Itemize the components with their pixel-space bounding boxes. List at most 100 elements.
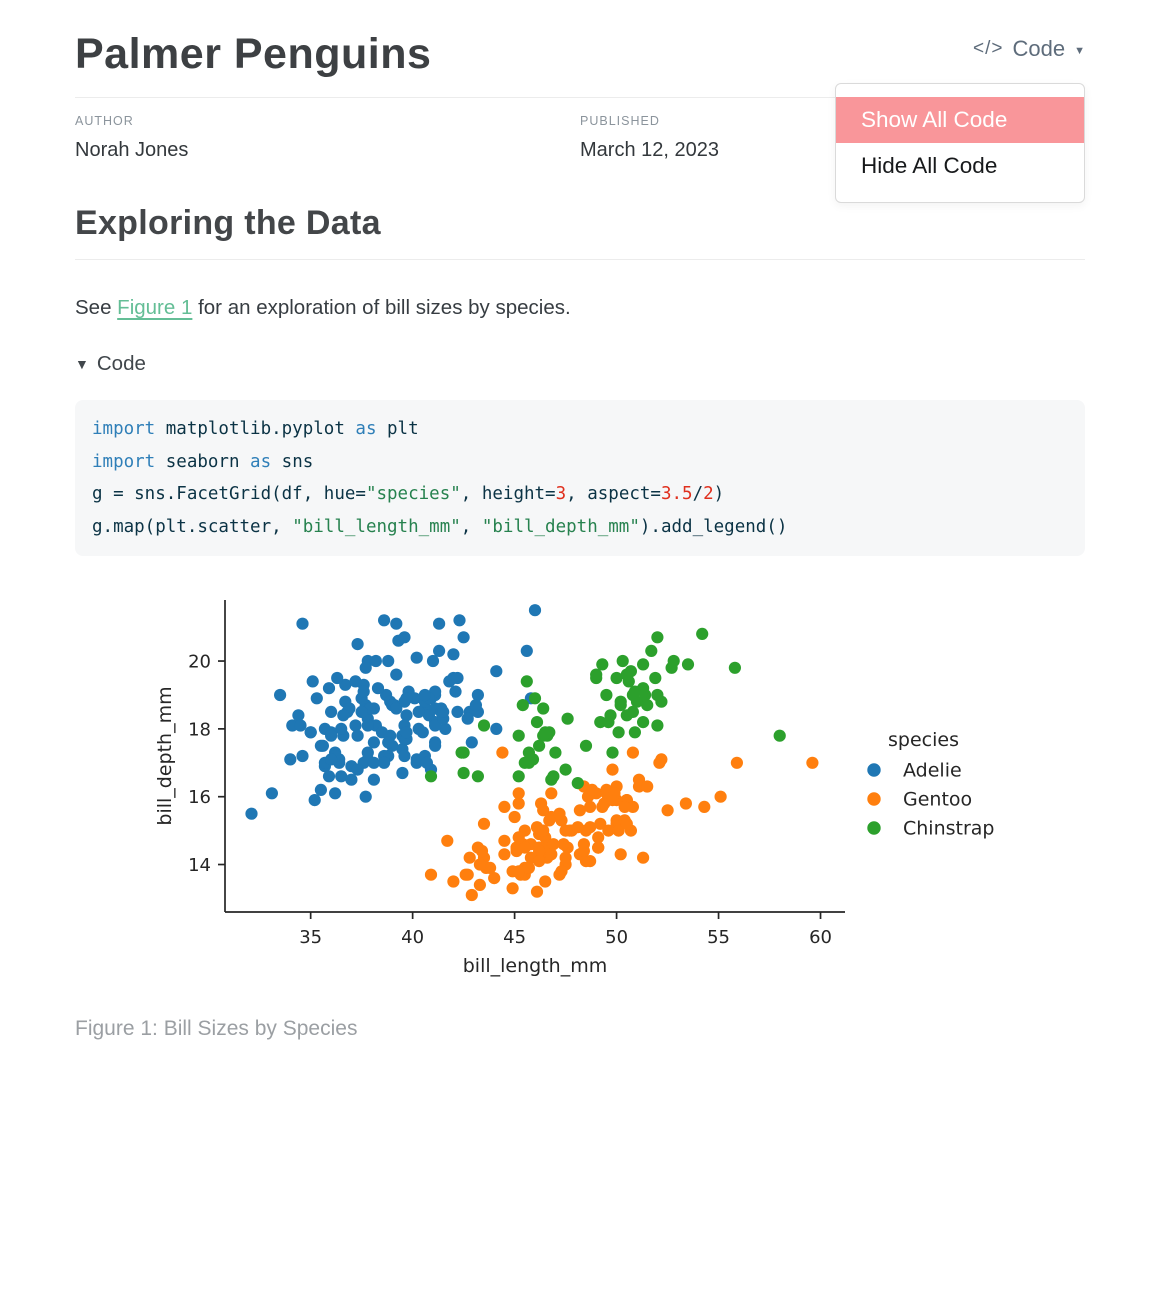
data-point-gentoo [806, 757, 819, 770]
data-point-gentoo [533, 845, 546, 858]
data-point-chinstrap [590, 668, 603, 682]
legend-label-gentoo: Gentoo [903, 789, 972, 811]
legend-marker-adelie [867, 763, 881, 778]
data-point-chinstrap [520, 675, 533, 688]
code-token: 3.5 [660, 484, 693, 505]
data-point-gentoo [637, 851, 650, 865]
data-point-adelie [359, 662, 372, 675]
legend-label-adelie: Adelie [903, 760, 962, 782]
code-tools: </> Code ▼ Show All Code Hide All Code [835, 36, 1085, 203]
data-point-gentoo [512, 797, 525, 810]
author-label: AUTHOR [75, 114, 134, 128]
data-point-gentoo [537, 824, 550, 838]
data-point-chinstrap [561, 712, 574, 726]
data-point-gentoo [530, 885, 544, 899]
data-point-adelie [329, 787, 342, 800]
author-block: AUTHOR Norah Jones [75, 114, 580, 162]
code-token: plt [376, 419, 419, 439]
data-point-gentoo [573, 804, 586, 817]
data-point-gentoo [547, 838, 560, 851]
data-point-chinstrap [471, 770, 484, 783]
data-point-adelie [367, 773, 380, 787]
data-point-gentoo [584, 801, 597, 814]
x-tick-label: 35 [299, 927, 322, 948]
figure-1: 35 40 45 50 55 60 14 16 18 20 bill_length_mm bill_d… [75, 594, 1085, 1041]
data-point-gentoo [698, 801, 711, 814]
figure-link[interactable]: Figure 1 [117, 296, 193, 319]
data-point-adelie [390, 617, 403, 631]
data-point-gentoo [539, 875, 552, 888]
data-point-chinstrap [773, 729, 786, 743]
code-token: "bill_length_mm" [292, 516, 461, 537]
code-tools-button-label: Code [1012, 36, 1066, 61]
data-point-adelie [357, 685, 370, 699]
data-point-chinstrap [579, 740, 593, 753]
data-point-adelie [465, 736, 478, 749]
data-point-adelie [420, 757, 433, 770]
data-point-chinstrap [667, 655, 680, 668]
data-point-adelie [461, 712, 474, 726]
data-point-adelie [439, 723, 452, 736]
data-point-adelie [412, 706, 425, 719]
data-point-adelie [274, 689, 287, 702]
data-point-gentoo [586, 784, 599, 797]
data-point-gentoo [553, 807, 566, 821]
data-point-chinstrap [639, 689, 652, 702]
intro-paragraph: See Figure 1 for an exploration of bill … [75, 296, 1085, 320]
data-point-adelie [369, 655, 382, 668]
code-token: g = sns.FacetGrid(df, hue= [92, 484, 366, 505]
section-heading: Exploring the Data [75, 204, 1085, 260]
data-point-chinstrap [626, 689, 639, 702]
data-point-adelie [453, 614, 466, 627]
data-point-gentoo [592, 831, 605, 844]
data-point-chinstrap [626, 706, 639, 719]
data-point-gentoo [461, 868, 474, 882]
data-point-adelie [325, 706, 338, 719]
data-point-gentoo [641, 780, 654, 793]
code-content: import matplotlib.pyplot as plt import s… [92, 419, 787, 537]
data-point-chinstrap [528, 692, 542, 705]
data-point-adelie [418, 689, 431, 702]
data-point-chinstrap [637, 716, 650, 729]
code-token: import [92, 451, 156, 472]
data-point-adelie [490, 665, 503, 678]
data-point-chinstrap [637, 658, 650, 671]
data-point-gentoo [498, 835, 511, 848]
data-point-gentoo [498, 848, 511, 861]
code-fold-toggle[interactable]: ▼ Code [75, 352, 1085, 376]
data-point-adelie [520, 645, 533, 658]
code-tools-button[interactable]: </> Code ▼ [973, 36, 1085, 62]
data-point-chinstrap [512, 729, 525, 743]
data-point-adelie [437, 706, 450, 719]
menu-item-show-all-code[interactable]: Show All Code [836, 97, 1084, 143]
data-point-adelie [400, 692, 413, 705]
data-point-adelie [361, 746, 374, 760]
data-point-chinstrap [655, 695, 668, 709]
data-point-adelie [310, 692, 323, 705]
published-date: March 12, 2023 [580, 139, 719, 161]
data-point-gentoo [424, 868, 438, 882]
data-point-gentoo [618, 801, 631, 814]
data-point-gentoo [463, 851, 476, 865]
data-point-chinstrap [559, 763, 572, 777]
data-point-gentoo [577, 845, 590, 858]
y-tick-label: 20 [188, 652, 211, 673]
data-point-adelie [351, 763, 364, 777]
data-point-gentoo [545, 787, 558, 800]
data-point-adelie [322, 682, 336, 695]
data-point-adelie [304, 726, 317, 739]
data-point-gentoo [626, 746, 639, 760]
code-block: import matplotlib.pyplot as plt import s… [75, 400, 1085, 557]
data-point-chinstrap [596, 658, 609, 671]
data-point-chinstrap [696, 628, 709, 641]
data-point-chinstrap [602, 716, 615, 729]
data-point-chinstrap [424, 770, 438, 783]
data-point-adelie [359, 790, 372, 804]
data-point-adelie [416, 726, 429, 739]
data-point-adelie [308, 794, 321, 807]
data-point-adelie [371, 682, 385, 695]
menu-item-hide-all-code[interactable]: Hide All Code [861, 153, 998, 178]
data-point-chinstrap [512, 770, 525, 783]
data-point-adelie [410, 651, 423, 665]
data-point-adelie [339, 679, 352, 692]
